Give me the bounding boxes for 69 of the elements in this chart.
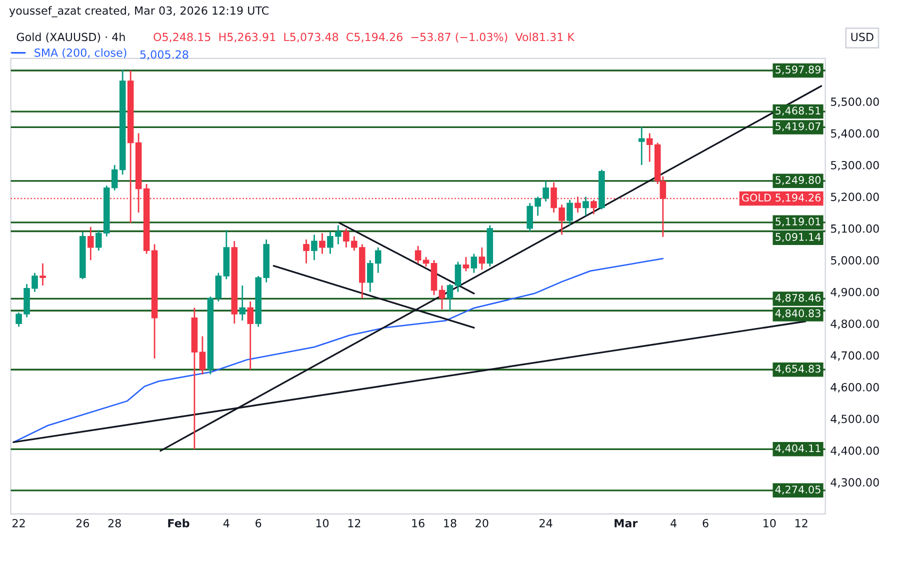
annotation: 5,005.28 [140, 50, 188, 60]
candlestick [574, 196, 581, 214]
line-series [12, 258, 664, 443]
x-tick-label: 4 [223, 519, 230, 528]
candlestick [414, 245, 422, 264]
ref-line-label: 5,119.01 [776, 218, 820, 226]
x-tick-label: 28 [108, 518, 121, 528]
candlestick [582, 196, 589, 216]
chart-title: Gold (XAUUSD) · 4h [16, 32, 125, 42]
candlestick [638, 126, 645, 166]
y-axis-title: USD [851, 32, 874, 42]
y-tick-label: 5,400.00 [831, 129, 879, 139]
chart-subtitle: O5,248.15 H5,263.91 L5,073.48 C5,194.26 −53.87 (−1.03%) Vol81.31 K [154, 32, 575, 42]
y-tick-label: 4,700.00 [830, 351, 879, 361]
ref-line-label: 4,840.83 [775, 309, 820, 318]
ref-line-label: GOLD 5,194.26 [742, 194, 821, 203]
candlestick [446, 283, 454, 312]
candlestick [311, 234, 318, 261]
candlestick [247, 300, 254, 370]
ref-line-label: 5,419.07 [776, 122, 820, 132]
ref-line-label: 5,597.89 [776, 66, 820, 75]
x-tick-label: 6 [702, 518, 708, 528]
y-tick-label: 4,900.00 [830, 288, 879, 298]
x-tick-label: 12 [348, 518, 360, 528]
x-tick-label: 26 [76, 518, 90, 528]
x-tick-label: 18 [444, 518, 456, 528]
x-tick-label: 22 [12, 518, 25, 528]
candlestick [319, 232, 326, 254]
candlestick [454, 261, 462, 293]
candlestick [215, 272, 222, 302]
x-tick-label: 12 [795, 518, 808, 528]
y-tick-label: 4,600.00 [830, 383, 879, 393]
ref-line-label: 4,878.46 [775, 294, 821, 303]
x-tick-label: 10 [316, 518, 329, 528]
x-tick-label: Mar [614, 519, 638, 528]
text: SMA (200, close) [34, 48, 126, 58]
ref-line-label: 5,468.51 [776, 106, 820, 116]
x-tick-label: 20 [476, 518, 488, 528]
candlestick [199, 336, 206, 376]
x-tick-label: 10 [764, 518, 776, 528]
x-tick-label: 4 [670, 519, 676, 528]
candlestick [462, 256, 470, 272]
candlestick [303, 238, 310, 264]
candlestick [566, 199, 573, 226]
ref-line-label: 5,091.14 [776, 233, 821, 242]
y-tick-label: 4,500.00 [830, 414, 879, 424]
x-tick-label: 6 [256, 518, 262, 528]
candlestick [478, 246, 486, 270]
ref-line-label: 4,274.05 [775, 486, 820, 495]
text: youssef_azat created, Mar 03, 2026 12:19 UTC [9, 6, 268, 18]
y-tick-label: 5,500.00 [831, 98, 879, 108]
candlestick [239, 284, 246, 322]
candlestick [40, 262, 46, 286]
candlestick [470, 253, 478, 274]
y-tick-label: 4,400.00 [830, 446, 879, 456]
y-tick-label: 5,200.00 [831, 192, 879, 202]
y-tick-label: 4,300.00 [830, 478, 879, 488]
candlestick [438, 284, 446, 310]
ref-line-label: 5,249.80 [776, 176, 821, 185]
y-tick-label: 5,000.00 [831, 256, 879, 266]
ref-line-label: 4,404.11 [775, 444, 820, 454]
x-tick-label: Feb [168, 518, 190, 528]
y-tick-label: 4,800.00 [830, 320, 879, 330]
candlestick [88, 226, 94, 261]
y-tick-label: 5,300.00 [831, 160, 879, 170]
y-tick-label: 5,100.00 [831, 224, 879, 234]
ref-line-label: 4,654.83 [775, 364, 820, 374]
x-tick-label: 16 [412, 518, 424, 528]
x-tick-label: 24 [540, 518, 552, 528]
